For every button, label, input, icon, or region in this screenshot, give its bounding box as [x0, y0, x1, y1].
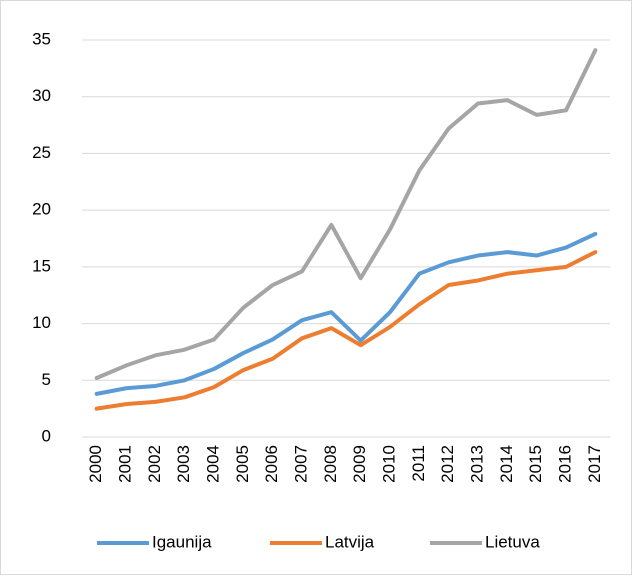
- y-tick-label: 20: [32, 200, 51, 219]
- y-tick-label: 15: [32, 256, 51, 275]
- y-tick-label: 25: [32, 143, 51, 162]
- x-tick-label: 2016: [555, 445, 574, 483]
- x-tick-label: 2008: [321, 445, 340, 483]
- y-tick-label: 0: [42, 426, 51, 445]
- x-tick-label: 2009: [350, 445, 369, 483]
- x-tick-label: 2004: [203, 445, 222, 483]
- x-tick-label: 2005: [233, 445, 252, 483]
- y-tick-label: 30: [32, 86, 51, 105]
- y-tick-label: 35: [32, 29, 51, 48]
- x-tick-label: 2006: [262, 445, 281, 483]
- x-tick-label: 2010: [379, 445, 398, 483]
- x-tick-label: 2001: [115, 445, 134, 483]
- legend-label: Igaunija: [152, 532, 212, 551]
- x-tick-label: 2000: [86, 445, 105, 483]
- x-tick-label: 2014: [497, 445, 516, 483]
- line-series: [94, 250, 598, 411]
- y-tick-label: 5: [42, 370, 51, 389]
- x-tick-label: 2015: [526, 445, 545, 483]
- x-tick-label: 2017: [585, 445, 604, 483]
- x-tick-label: 2012: [438, 445, 457, 483]
- x-tick-label: 2002: [145, 445, 164, 483]
- line-series: [94, 48, 598, 381]
- x-tick-label: 2011: [409, 445, 428, 482]
- x-tick-label: 2003: [174, 445, 193, 483]
- x-tick-label: 2013: [467, 445, 486, 483]
- line-series: [94, 231, 598, 396]
- legend-label: Latvija: [325, 532, 375, 551]
- legend-label: Lietuva: [485, 532, 540, 551]
- y-tick-label: 10: [32, 313, 51, 332]
- x-tick-label: 2007: [291, 445, 310, 483]
